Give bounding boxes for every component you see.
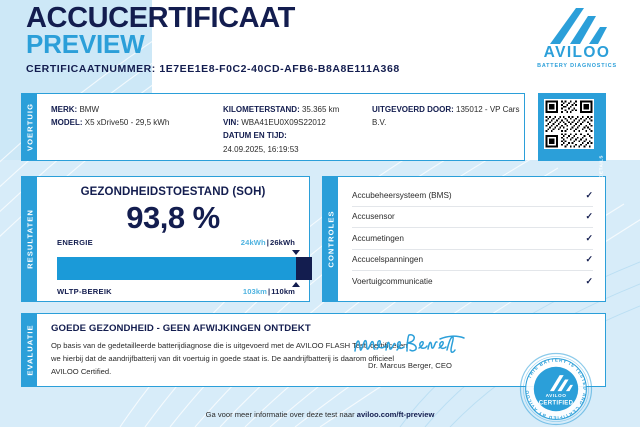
aviloo-logo: AVILOO BATTERY DIAGNOSTICS (528, 6, 626, 69)
check-item: Accusensor ✓ (352, 207, 593, 228)
check-item-label: Accusensor (352, 212, 395, 222)
vehicle-vin-value: WBA41EU0X09S22012 (241, 118, 326, 128)
signature-icon (354, 334, 465, 353)
vehicle-operator-value: 135012 - VP Cars B.V. (372, 105, 520, 128)
controls-section-tab: CONTROLES (323, 177, 338, 301)
page-header: ACCUCERTIFICAAT PREVIEW CERTIFICAATNUMME… (0, 0, 640, 86)
vehicle-vin-label: VIN: (223, 118, 239, 128)
soh-value: 93,8 % (126, 200, 220, 235)
evaluation-section-tab: EVALUATIE (22, 314, 37, 386)
vehicle-model-value: X5 xDrive50 - 29,5 kWh (84, 118, 170, 128)
vehicle-datum-label: DATUM EN TIJD: (223, 131, 287, 141)
wltp-separator: | (268, 287, 271, 296)
check-mark-icon: ✓ (585, 211, 593, 222)
vehicle-column-measurements: KILOMETERSTAND: 35.365 km VIN: WBA41EU0X… (223, 103, 339, 156)
qr-code-box[interactable]: SCAN FOR DETAILS (538, 93, 606, 208)
vehicle-km-value: 35.365 km (301, 105, 340, 114)
results-card: RESULTATEN GEZONDHEIDSTOESTAND (SOH) 93,… (21, 176, 312, 302)
evaluation-section-tab-label: EVALUATIE (25, 324, 34, 376)
page-subtitle: PREVIEW (26, 29, 145, 59)
energy-metric-row: ENERGIE 24kWh|26kWh (57, 238, 295, 247)
signature-block: Dr. Marcus Berger, CEO (345, 330, 475, 370)
qr-scan-label: SCAN FOR DETAILS (599, 155, 604, 208)
vehicle-vin-row: VIN: WBA41EU0X09S22012 (223, 116, 339, 129)
check-item-label: Accumetingen (352, 233, 404, 243)
soh-bar-marker-top (292, 250, 301, 255)
check-item: Accucelspanningen ✓ (352, 250, 593, 271)
soh-bar-marker-bottom (292, 282, 301, 287)
vehicle-card-body: MERK: BMW MODEL: X5 xDrive50 - 29,5 kWh … (37, 94, 524, 160)
vehicle-datum-label-row: DATUM EN TIJD: (223, 129, 339, 142)
certification-seal: THIS BATTERY IS TESTED AND CERTIFIED BY … (519, 352, 593, 426)
aviloo-wordmark: AVILOO (543, 44, 611, 61)
evaluation-text: Op basis van de gedetailleerde batterijd… (51, 341, 408, 377)
soh-bar-remainder (296, 257, 312, 280)
energy-current-value: 24kWh (240, 238, 266, 247)
seal-status: CERTIFIED (539, 401, 574, 407)
check-mark-icon: ✓ (585, 189, 593, 200)
vehicle-model-label: MODEL: (51, 118, 83, 128)
results-section-tab: RESULTATEN (22, 177, 37, 301)
vehicle-info-card: VOERTUIG MERK: BMW MODEL: X5 xDrive50 - … (21, 93, 525, 161)
vehicle-column-identity: MERK: BMW MODEL: X5 xDrive50 - 29,5 kWh (51, 103, 169, 129)
page-title: ACCUCERTIFICAAT (26, 2, 295, 34)
vehicle-merk-row: MERK: BMW (51, 103, 169, 116)
controls-check-list: Accubeheersysteem (BMS) ✓ Accusensor ✓ Accum… (352, 185, 593, 293)
energy-label: ENERGIE (57, 238, 93, 247)
check-item: Accumetingen ✓ (352, 228, 593, 250)
check-mark-icon: ✓ (585, 276, 593, 287)
aviloo-tagline: BATTERY DIAGNOSTICS (537, 62, 617, 69)
check-mark-icon: ✓ (585, 254, 593, 265)
evaluation-card: EVALUATIE GOEDE GEZONDHEID - GEEN AFWIJK… (21, 313, 606, 387)
energy-values: 24kWh|26kWh (241, 238, 295, 247)
wltp-metric-row: WLTP-BEREIK 103km|110km (57, 287, 295, 296)
footer-text: Ga voor meer informatie over deze test n… (205, 410, 357, 419)
qr-code-icon (544, 99, 594, 149)
certificate-number: CERTIFICAATNUMMER: 1E7EE1E8-F0C2-40CD-AF… (26, 63, 400, 75)
wltp-label: WLTP-BEREIK (57, 287, 112, 296)
seal-brand: AVILOO (546, 393, 567, 399)
soh-title: GEZONDHEIDSTOESTAND (SOH) (80, 186, 266, 198)
soh-bar-fill (57, 257, 297, 280)
wltp-total-value: 110km (271, 287, 295, 296)
evaluation-card-body: GOEDE GEZONDHEID - GEEN AFWIJKINGEN ONTD… (37, 314, 605, 386)
check-mark-icon: ✓ (585, 232, 593, 243)
vehicle-merk-label: MERK: (51, 105, 78, 114)
vehicle-section-tab-label: VOERTUIG (25, 102, 34, 152)
vehicle-operator-label: UITGEVOERD DOOR: (372, 105, 454, 114)
vehicle-section-tab: VOERTUIG (22, 94, 37, 160)
energy-total-value: 26kWh (270, 238, 295, 247)
controls-card-body: Accubeheersysteem (BMS) ✓ Accusensor ✓ Accum… (338, 177, 605, 301)
footer-link[interactable]: aviloo.com/ft-preview (356, 410, 435, 419)
vehicle-km-row: KILOMETERSTAND: 35.365 km (223, 103, 339, 116)
vehicle-km-label: KILOMETERSTAND: (223, 105, 300, 114)
energy-separator: | (266, 238, 270, 247)
check-item-label: Accucelspanningen (352, 255, 424, 265)
results-section-tab-label: RESULTATEN (25, 209, 34, 269)
signature-name: Dr. Marcus Berger, CEO (367, 361, 453, 370)
check-item-label: Accubeheersysteem (BMS) (352, 190, 452, 200)
vehicle-merk-value: BMW (79, 105, 100, 114)
vehicle-column-operator: UITGEVOERD DOOR: 135012 - VP Cars B.V. (372, 103, 522, 129)
results-card-body: GEZONDHEIDSTOESTAND (SOH) 93,8 % ENERGIE… (37, 177, 312, 301)
wltp-current-value: 103km (242, 287, 268, 296)
check-item: Voertuigcommunicatie ✓ (352, 271, 593, 293)
controls-card: CONTROLES Accubeheersysteem (BMS) ✓ Accuse… (322, 176, 606, 302)
vehicle-datum-value: 24.09.2025, 16:19:53 (223, 144, 299, 154)
controls-section-tab-label: CONTROLES (326, 210, 335, 268)
footer: Ga voor meer informatie over deze test n… (0, 410, 640, 419)
check-item: Accubeheersysteem (BMS) ✓ (352, 185, 593, 207)
wltp-values: 103km|110km (243, 287, 295, 296)
soh-bar (57, 250, 312, 287)
aviloo-logo-mark (550, 8, 607, 44)
vehicle-model-row: MODEL: X5 xDrive50 - 29,5 kWh (51, 116, 169, 129)
vehicle-operator-row: UITGEVOERD DOOR: 135012 - VP Cars B.V. (372, 103, 522, 129)
evaluation-title: GOEDE GEZONDHEID - GEEN AFWIJKINGEN ONTD… (51, 323, 311, 334)
check-item-label: Voertuigcommunicatie (352, 277, 433, 287)
